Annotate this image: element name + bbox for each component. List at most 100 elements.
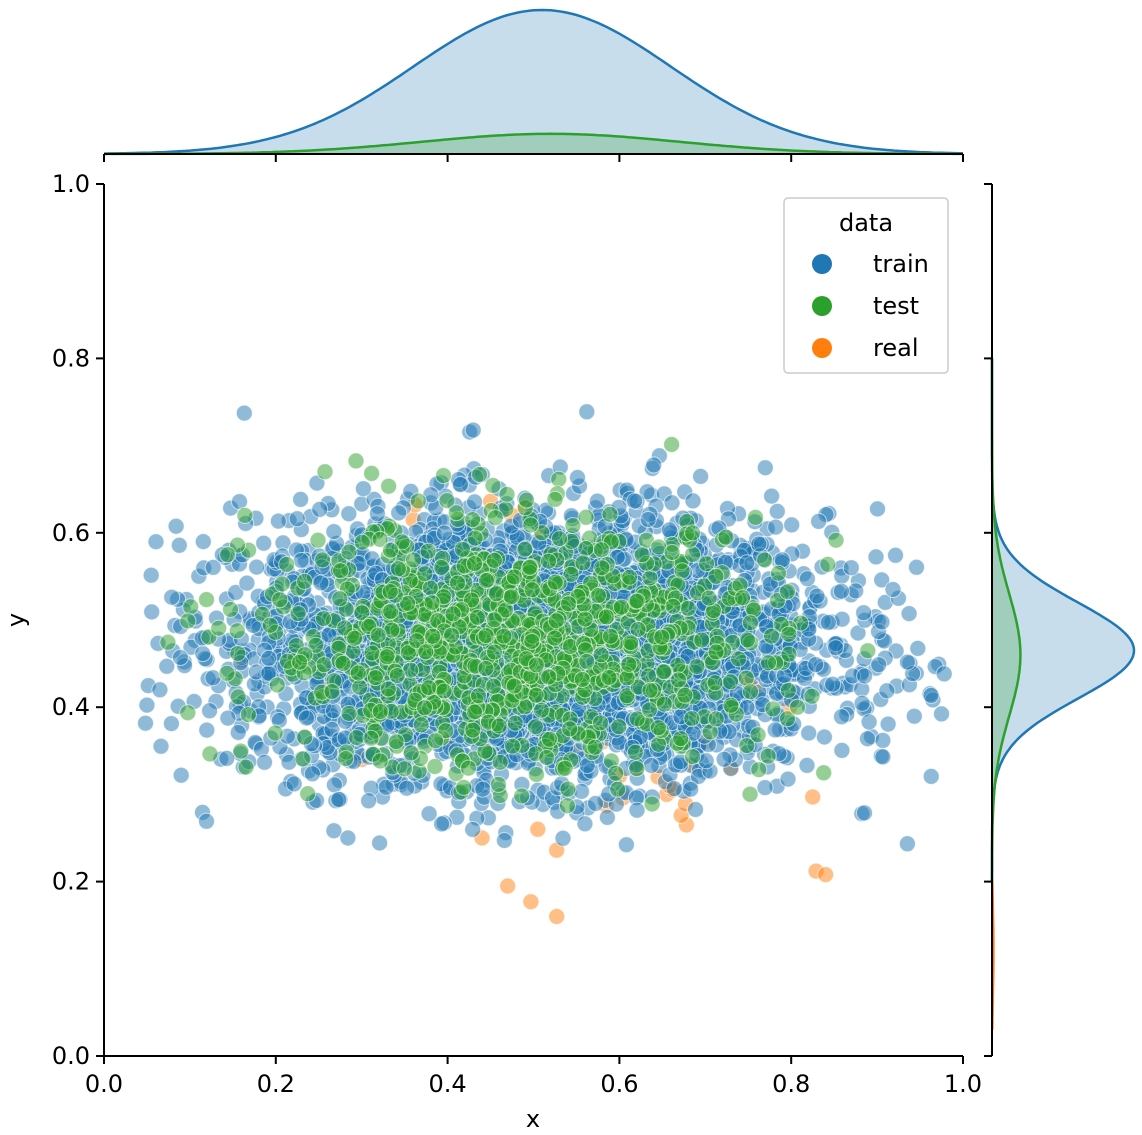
scatter-point-test bbox=[722, 696, 740, 714]
scatter-point-test bbox=[477, 572, 495, 589]
scatter-point-train bbox=[204, 558, 222, 576]
scatter-point-test bbox=[676, 686, 694, 704]
scatter-point-test bbox=[589, 587, 607, 604]
scatter-point-test bbox=[528, 766, 545, 783]
scatter-point-test bbox=[427, 732, 444, 750]
scatter-point-test bbox=[219, 546, 237, 564]
scatter-point-test bbox=[291, 653, 309, 671]
scatter-point-train bbox=[151, 681, 169, 699]
scatter-point-train bbox=[819, 614, 837, 631]
scatter-point-train bbox=[767, 518, 785, 536]
scatter-point-test bbox=[741, 785, 759, 803]
scatter-point-test bbox=[416, 565, 434, 583]
scatter-point-real bbox=[804, 788, 822, 806]
scatter-point-test bbox=[337, 750, 355, 768]
scatter-point-train bbox=[339, 829, 357, 847]
scatter-point-train bbox=[856, 804, 873, 822]
scatter-point-real bbox=[548, 908, 566, 925]
scatter-point-test bbox=[268, 676, 286, 694]
scatter-point-test bbox=[505, 568, 523, 586]
scatter-point-test bbox=[296, 572, 314, 590]
scatter-point-train bbox=[833, 708, 850, 726]
scatter-point-test bbox=[612, 598, 630, 616]
scatter-point-test bbox=[409, 492, 427, 510]
scatter-point-train bbox=[779, 770, 797, 788]
scatter-point-test bbox=[780, 625, 798, 643]
scatter-point-test bbox=[460, 759, 477, 777]
scatter-point-test bbox=[331, 590, 349, 608]
scatter-point-test bbox=[405, 551, 422, 569]
scatter-point-train bbox=[682, 780, 700, 798]
scatter-point-test bbox=[466, 555, 483, 573]
scatter-point-test bbox=[421, 579, 439, 597]
scatter-point-test bbox=[399, 594, 417, 612]
scatter-point-train bbox=[371, 834, 389, 852]
scatter-point-test bbox=[261, 616, 279, 634]
scatter-point-test bbox=[487, 585, 505, 603]
scatter-point-test bbox=[741, 614, 759, 632]
scatter-point-train bbox=[800, 724, 818, 742]
scatter-point-train bbox=[218, 749, 236, 767]
scatter-point-test bbox=[641, 681, 659, 699]
scatter-point-test bbox=[759, 747, 777, 765]
scatter-point-test bbox=[371, 752, 389, 770]
scatter-point-train bbox=[569, 469, 586, 486]
scatter-point-train bbox=[340, 505, 358, 523]
scatter-point-test bbox=[578, 652, 596, 670]
scatter-point-test bbox=[435, 467, 452, 485]
scatter-point-test bbox=[556, 759, 574, 777]
scatter-point-train bbox=[235, 404, 253, 422]
scatter-point-train bbox=[856, 667, 874, 685]
scatter-point-test bbox=[423, 594, 441, 612]
scatter-point-test bbox=[760, 654, 777, 672]
scatter-point-train bbox=[433, 815, 451, 833]
scatter-point-train bbox=[933, 705, 950, 723]
scatter-point-test bbox=[789, 698, 806, 716]
scatter-point-train bbox=[354, 480, 372, 498]
scatter-point-test bbox=[466, 529, 484, 547]
scatter-point-train bbox=[598, 808, 616, 826]
scatter-point-test bbox=[655, 663, 672, 681]
scatter-point-test bbox=[738, 737, 756, 755]
scatter-point-test bbox=[464, 511, 482, 529]
scatter-point-test bbox=[618, 687, 636, 705]
scatter-point-test bbox=[546, 573, 564, 591]
scatter-point-test bbox=[323, 683, 341, 701]
scatter-point-train bbox=[763, 487, 781, 505]
scatter-point-test bbox=[228, 622, 246, 640]
scatter-point-test bbox=[650, 735, 667, 753]
scatter-point-test bbox=[577, 540, 595, 557]
scatter-point-test bbox=[455, 778, 473, 796]
scatter-point-train bbox=[172, 766, 190, 784]
scatter-point-train bbox=[248, 558, 266, 576]
scatter-point-test bbox=[444, 605, 462, 623]
scatter-point-test bbox=[683, 710, 701, 728]
scatter-point-test bbox=[218, 664, 236, 682]
right-marginal-ticks bbox=[984, 183, 992, 1057]
scatter-point-train bbox=[738, 554, 756, 572]
scatter-point-test bbox=[201, 745, 219, 763]
scatter-point-test bbox=[655, 695, 673, 713]
scatter-point-test bbox=[742, 683, 759, 701]
scatter-point-train bbox=[147, 533, 165, 551]
scatter-point-test bbox=[643, 795, 661, 813]
scatter-point-train bbox=[360, 792, 378, 810]
scatter-point-train bbox=[255, 534, 273, 552]
scatter-point-test bbox=[610, 718, 628, 736]
scatter-point-train bbox=[163, 588, 181, 606]
scatter-point-test bbox=[819, 555, 837, 573]
scatter-point-test bbox=[466, 703, 483, 721]
scatter-point-test bbox=[315, 610, 332, 627]
scatter-point-test bbox=[294, 750, 312, 768]
scatter-point-train bbox=[238, 574, 256, 592]
scatter-point-test bbox=[576, 610, 594, 628]
scatter-point-train bbox=[368, 505, 386, 523]
scatter-point-test bbox=[629, 621, 647, 638]
scatter-point-train bbox=[832, 582, 850, 600]
scatter-point-train bbox=[873, 571, 891, 589]
scatter-point-test bbox=[779, 710, 796, 728]
scatter-point-train bbox=[922, 686, 940, 704]
scatter-point-test bbox=[592, 646, 610, 664]
scatter-point-test bbox=[382, 541, 399, 559]
